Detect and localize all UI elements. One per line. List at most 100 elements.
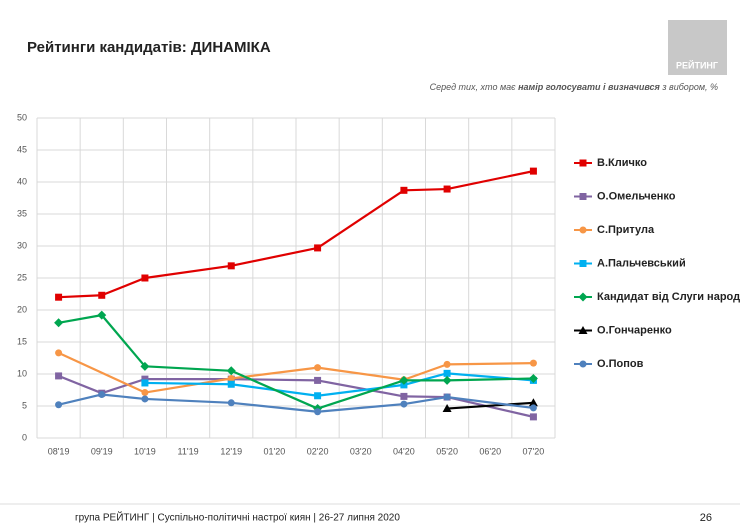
marker (227, 399, 235, 407)
legend-label: В.Кличко (597, 157, 647, 169)
x-tick-label: 03'20 (350, 446, 372, 456)
legend-label: О.Омельченко (597, 190, 676, 202)
marker (578, 326, 588, 334)
marker (226, 366, 236, 376)
marker (529, 359, 537, 367)
y-tick-label: 30 (17, 240, 27, 250)
marker (55, 401, 63, 409)
marker (443, 360, 451, 368)
y-tick-label: 50 (17, 112, 27, 122)
x-tick-label: 04'20 (393, 446, 415, 456)
x-tick-label: 07'20 (523, 446, 545, 456)
series-line (58, 314, 102, 324)
series-line (101, 393, 146, 401)
marker (579, 226, 587, 234)
subtitle-part: Серед тих, хто має (430, 82, 518, 92)
series-line (231, 401, 318, 413)
series-line (317, 383, 405, 397)
marker (98, 390, 106, 398)
subtitle-part: намір голосувати і визначився (518, 82, 660, 92)
logo-box (668, 20, 727, 75)
marker (54, 318, 64, 328)
marker (579, 360, 587, 368)
legend-label: С.Притула (597, 224, 655, 236)
marker (443, 369, 451, 377)
series-line (231, 378, 318, 382)
legend-label: А.Пальчевський (597, 257, 686, 269)
series-line (144, 365, 232, 372)
y-tick-label: 5 (22, 400, 27, 410)
subtitle-part: з вибором, % (660, 82, 718, 92)
marker (314, 364, 322, 372)
series-line (447, 377, 534, 382)
marker (98, 291, 106, 299)
series-line (403, 372, 448, 386)
series: О.Попов (55, 358, 644, 416)
series-line (317, 379, 405, 398)
marker (442, 404, 452, 413)
series-line (144, 381, 232, 386)
marker (579, 193, 587, 200)
marker (528, 398, 538, 407)
marker (141, 274, 149, 282)
marker (529, 167, 537, 175)
y-tick-label: 20 (17, 304, 27, 314)
marker (55, 293, 63, 301)
marker (314, 376, 322, 384)
series-line (403, 395, 448, 399)
legend-label: О.Попов (597, 358, 644, 370)
y-tick-label: 45 (17, 144, 27, 154)
series: В.Кличко (55, 157, 647, 301)
marker (314, 408, 322, 416)
marker (55, 349, 63, 357)
title: Рейтинги кандидатів: ДИНАМІКА (27, 39, 271, 56)
marker (227, 380, 235, 388)
subtitle: Серед тих, хто має намір голосувати і ви… (430, 82, 718, 92)
x-tick-label: 05'20 (436, 446, 458, 456)
marker (227, 374, 235, 382)
series-line (230, 369, 319, 410)
logo: РЕЙТИНГ (676, 59, 718, 70)
legend-label: Кандидат від Слуги народу (597, 291, 740, 303)
x-tick-label: 01'20 (264, 446, 286, 456)
marker (314, 392, 322, 400)
marker (579, 260, 587, 267)
page-number: 26 (700, 512, 712, 524)
marker (443, 185, 451, 193)
marker (55, 372, 63, 380)
marker (400, 186, 408, 194)
marker (141, 375, 149, 383)
marker (97, 310, 107, 320)
marker (141, 379, 149, 387)
marker (578, 292, 588, 302)
marker (141, 389, 149, 397)
series-line (317, 366, 405, 381)
y-tick-label: 35 (17, 208, 27, 218)
x-tick-label: 02'20 (307, 446, 329, 456)
series: С.Притула (55, 224, 655, 397)
series-line (446, 395, 534, 418)
series-line (144, 264, 232, 280)
y-tick-label: 10 (17, 368, 27, 378)
series-line (317, 379, 405, 410)
series-line (403, 395, 448, 406)
series-line (144, 397, 232, 404)
x-tick-label: 12'19 (220, 446, 242, 456)
series: Кандидат від Слуги народу (54, 291, 740, 414)
x-tick-label: 06'20 (479, 446, 501, 456)
series-line (317, 402, 405, 413)
series: О.Гончаренко (442, 324, 672, 413)
marker (529, 404, 537, 412)
marker (579, 159, 587, 167)
series-line (446, 395, 534, 410)
series-line (58, 294, 102, 299)
y-tick-label: 15 (17, 336, 27, 346)
series-line (316, 189, 405, 249)
x-tick-label: 08'19 (48, 446, 70, 456)
series-line (101, 276, 146, 297)
series-line (403, 187, 448, 192)
x-tick-label: 09'19 (91, 446, 113, 456)
series: О.Омельченко (55, 190, 676, 421)
series-line (58, 393, 103, 406)
marker (528, 373, 538, 383)
